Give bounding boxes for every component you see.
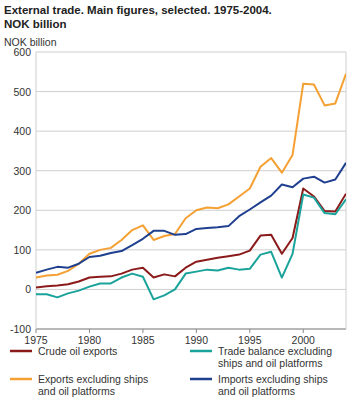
legend-label: Trade balance excludingships and oil pla… — [218, 345, 332, 369]
grid-line — [36, 329, 346, 330]
grid-line — [36, 170, 346, 171]
plot-area — [36, 74, 346, 300]
legend-label: Imports excluding shipsand oil platforms — [218, 373, 328, 397]
legend-label: Crude oil exports — [38, 345, 117, 357]
chart: External trade. Main figures, selected. … — [0, 0, 361, 414]
legend-swatch — [10, 350, 32, 353]
series-line — [36, 74, 346, 278]
y-tick-label: 400 — [13, 125, 31, 137]
grid-line — [36, 91, 346, 92]
x-tick — [196, 329, 197, 333]
series-line — [36, 163, 346, 273]
y-tick-label: 300 — [13, 165, 31, 177]
legend-label: Exports excluding shipsand oil platforms — [38, 373, 148, 397]
y-tick-label: 200 — [13, 204, 31, 216]
y-tick-label: 600 — [13, 46, 31, 58]
legend-swatch — [190, 350, 212, 353]
y-tick-label: 0 — [25, 283, 31, 295]
series-line — [36, 194, 346, 299]
x-tick-label: 1990 — [185, 334, 209, 346]
x-tick — [36, 329, 37, 333]
grid-line — [36, 52, 346, 53]
grid-line — [36, 131, 346, 132]
title: External trade. Main figures, selected. … — [4, 4, 272, 16]
x-tick — [142, 329, 143, 333]
grid-line — [36, 249, 346, 250]
y-tick-label: 500 — [13, 86, 31, 98]
x-axis — [36, 329, 346, 330]
x-tick-label: 1985 — [131, 334, 155, 346]
x-tick — [249, 329, 250, 333]
x-tick — [89, 329, 90, 333]
subtitle: NOK billion — [4, 18, 67, 30]
plot-edge — [346, 52, 347, 329]
legend-swatch — [10, 378, 32, 381]
x-tick — [303, 329, 304, 333]
y-tick-label: 100 — [13, 244, 31, 256]
legend-swatch — [190, 378, 212, 381]
